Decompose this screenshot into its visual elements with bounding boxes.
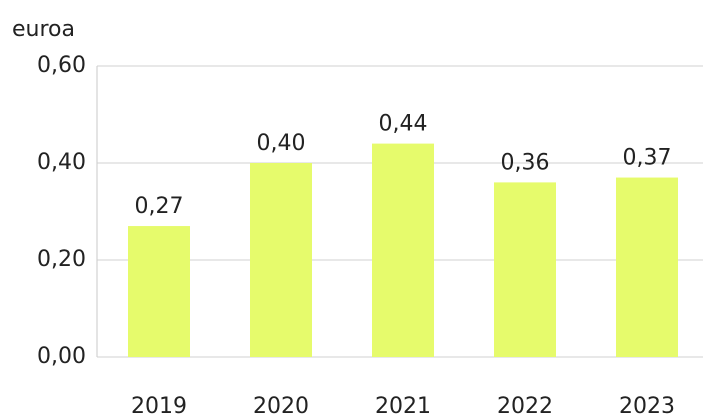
value-label: 0,37 — [623, 146, 672, 171]
value-label: 0,40 — [257, 131, 306, 156]
y-tick-label: 0,00 — [37, 344, 86, 369]
x-tick-label: 2023 — [619, 394, 675, 417]
bar — [128, 226, 190, 357]
bar — [616, 177, 678, 357]
x-tick-label: 2022 — [497, 394, 553, 417]
value-label: 0,44 — [379, 112, 428, 137]
y-tick-label: 0,60 — [37, 53, 86, 78]
bar — [372, 143, 434, 357]
bar — [250, 163, 312, 357]
value-label: 0,36 — [501, 150, 550, 175]
y-tick-label: 0,40 — [37, 150, 86, 175]
x-tick-label: 2021 — [375, 394, 431, 417]
bar — [494, 182, 556, 357]
y-tick-label: 0,20 — [37, 247, 86, 272]
x-tick-label: 2020 — [253, 394, 309, 417]
value-label: 0,27 — [135, 194, 184, 219]
x-tick-label: 2019 — [131, 394, 187, 417]
y-axis-label: euroa — [12, 17, 75, 42]
